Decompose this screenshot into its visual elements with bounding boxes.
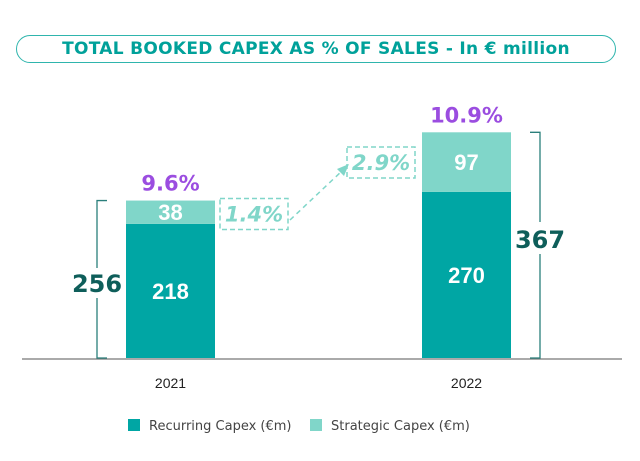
strategic-percent-label: 1.4%: [225, 203, 283, 227]
bar-recurring-2022: [422, 191, 511, 358]
title-frame: [16, 35, 616, 63]
data-label-recurring: 270: [448, 263, 485, 288]
strategic-percent-box: [346, 146, 416, 179]
chart-title: TOTAL BOOKED CAPEX AS % OF SALES - In € …: [62, 39, 570, 59]
strategic-percent-label: 2.9%: [352, 151, 410, 175]
bar-strategic-2021: [126, 200, 215, 224]
legend-label: Recurring Capex (€m): [149, 419, 292, 434]
strategic-percent-box: [219, 197, 289, 231]
data-label-strategic: 38: [158, 200, 182, 225]
bar-recurring-2021: [126, 223, 215, 358]
growth-arrow: [289, 169, 344, 221]
bracket-gap: [515, 222, 565, 254]
data-label-strategic: 97: [454, 150, 478, 175]
arrow-head-icon: [337, 164, 349, 176]
legend-label: Strategic Capex (€m): [331, 419, 470, 434]
bar-strategic-2022: [422, 132, 511, 192]
legend-swatch: [128, 419, 140, 431]
bracket-gap: [72, 268, 122, 298]
total-label-2021: 256: [72, 270, 122, 298]
capex-percent-label: 9.6%: [141, 172, 199, 196]
x-tick-label: 2021: [155, 375, 186, 391]
capex-percent-label: 10.9%: [430, 103, 503, 127]
legend-swatch: [310, 419, 322, 431]
x-tick-label: 2022: [451, 375, 482, 391]
data-label-recurring: 218: [152, 279, 189, 304]
total-label-2022: 367: [515, 226, 565, 254]
